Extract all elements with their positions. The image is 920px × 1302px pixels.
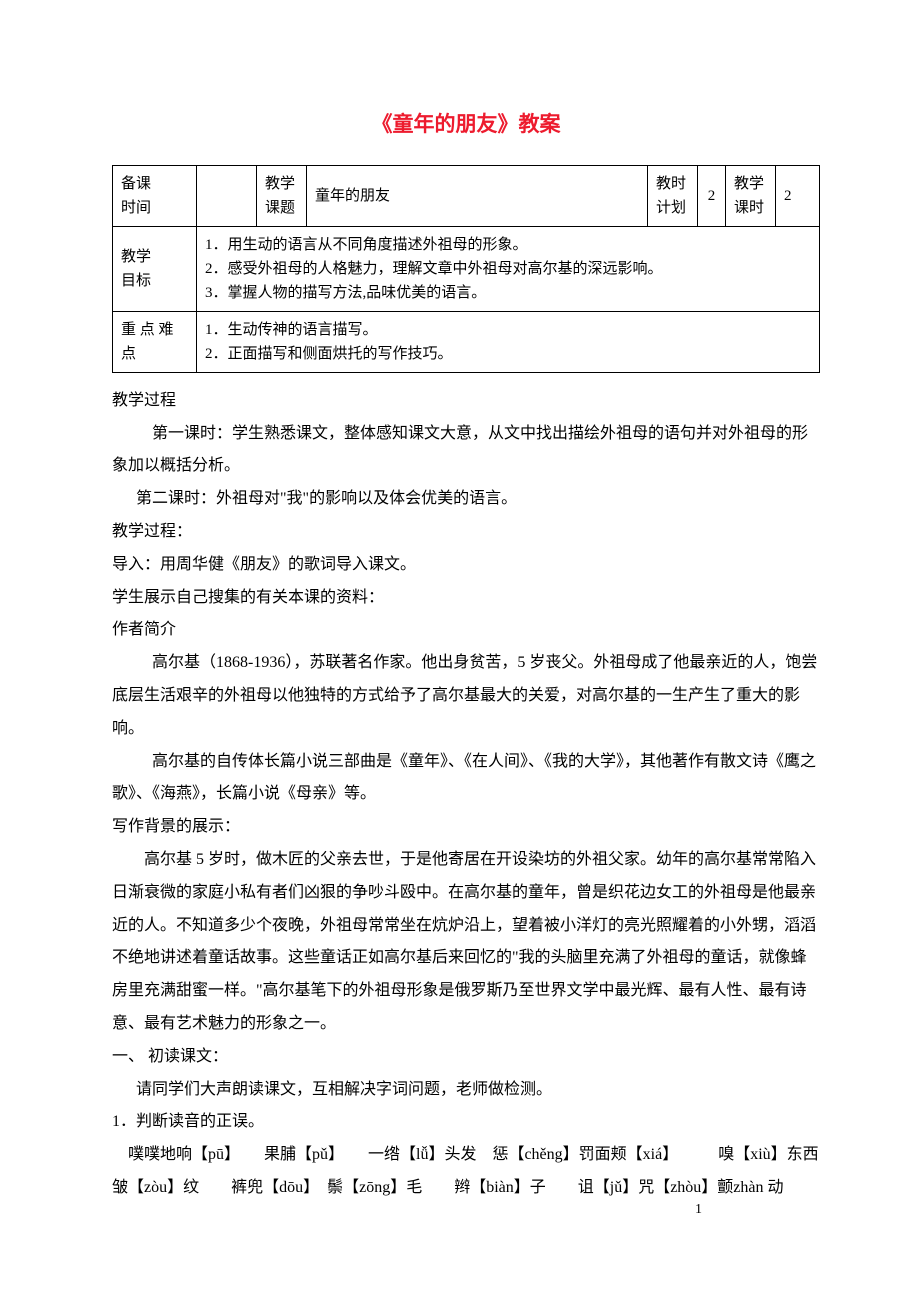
period-plan-value: 2 bbox=[698, 165, 726, 226]
paragraph: 第二课时：外祖母对"我"的影响以及体会优美的语言。 bbox=[112, 483, 820, 516]
goals-label: 教学 目标 bbox=[113, 226, 197, 311]
section-heading: 一、 初读课文： bbox=[112, 1041, 820, 1074]
teaching-hours-label: 教学 课时 bbox=[726, 165, 776, 226]
paragraph: 学生展示自己搜集的有关本课的资料： bbox=[112, 582, 820, 615]
prep-time-label: 备课 时间 bbox=[113, 165, 197, 226]
goal-item: 2．感受外祖母的人格魅力，理解文章中外祖母对高尔基的深远影响。 bbox=[205, 257, 811, 281]
paragraph: 导入：用周华健《朋友》的歌词导入课文。 bbox=[112, 549, 820, 582]
background-heading: 写作背景的展示： bbox=[112, 811, 820, 844]
prep-time-value bbox=[197, 165, 257, 226]
author-intro-heading: 作者简介 bbox=[112, 614, 820, 647]
teaching-hours-value: 2 bbox=[776, 165, 820, 226]
keypoint-item: 2．正面描写和侧面烘托的写作技巧。 bbox=[205, 342, 811, 366]
goal-item: 3．掌握人物的描写方法,品味优美的语言。 bbox=[205, 281, 811, 305]
goals-content: 1．用生动的语言从不同角度描述外祖母的形象。 2．感受外祖母的人格魅力，理解文章… bbox=[197, 226, 820, 311]
paragraph: 第一课时：学生熟悉课文，整体感知课文大意，从文中找出描绘外祖母的语句并对外祖母的… bbox=[112, 418, 820, 484]
document-title: 《童年的朋友》教案 bbox=[112, 105, 820, 145]
pronunciation-list: 噗噗地响【pū】 果脯【pǔ】 一绺【lǚ】头发 惩【chěng】罚面颊【xiá… bbox=[112, 1139, 820, 1205]
paragraph: 高尔基（1868-1936），苏联著名作家。他出身贫苦，5 岁丧父。外祖母成了他… bbox=[112, 647, 820, 745]
lesson-topic-value: 童年的朋友 bbox=[307, 165, 648, 226]
keypoint-item: 1．生动传神的语言描写。 bbox=[205, 318, 811, 342]
process-heading: 教学过程 bbox=[112, 385, 820, 418]
paragraph: 请同学们大声朗读课文，互相解决字词问题，老师做检测。 bbox=[112, 1074, 820, 1107]
period-plan-label: 教时 计划 bbox=[648, 165, 698, 226]
process-heading-2: 教学过程： bbox=[112, 516, 820, 549]
page-number: 1 bbox=[695, 1197, 702, 1224]
paragraph: 1．判断读音的正误。 bbox=[112, 1106, 820, 1139]
keypoints-content: 1．生动传神的语言描写。 2．正面描写和侧面烘托的写作技巧。 bbox=[197, 311, 820, 372]
keypoints-label: 重 点 难点 bbox=[113, 311, 197, 372]
document-body: 教学过程 第一课时：学生熟悉课文，整体感知课文大意，从文中找出描绘外祖母的语句并… bbox=[112, 385, 820, 1205]
paragraph: 高尔基的自传体长篇小说三部曲是《童年》、《在人间》、《我的大学》，其他著作有散文… bbox=[112, 746, 820, 812]
lesson-header-table: 备课 时间 教学 课题 童年的朋友 教时 计划 2 教学 课时 2 教学 目标 … bbox=[112, 165, 820, 373]
paragraph: 高尔基 5 岁时，做木匠的父亲去世，于是他寄居在开设染坊的外祖父家。幼年的高尔基… bbox=[112, 844, 820, 1041]
goal-item: 1．用生动的语言从不同角度描述外祖母的形象。 bbox=[205, 233, 811, 257]
lesson-topic-label: 教学 课题 bbox=[257, 165, 307, 226]
